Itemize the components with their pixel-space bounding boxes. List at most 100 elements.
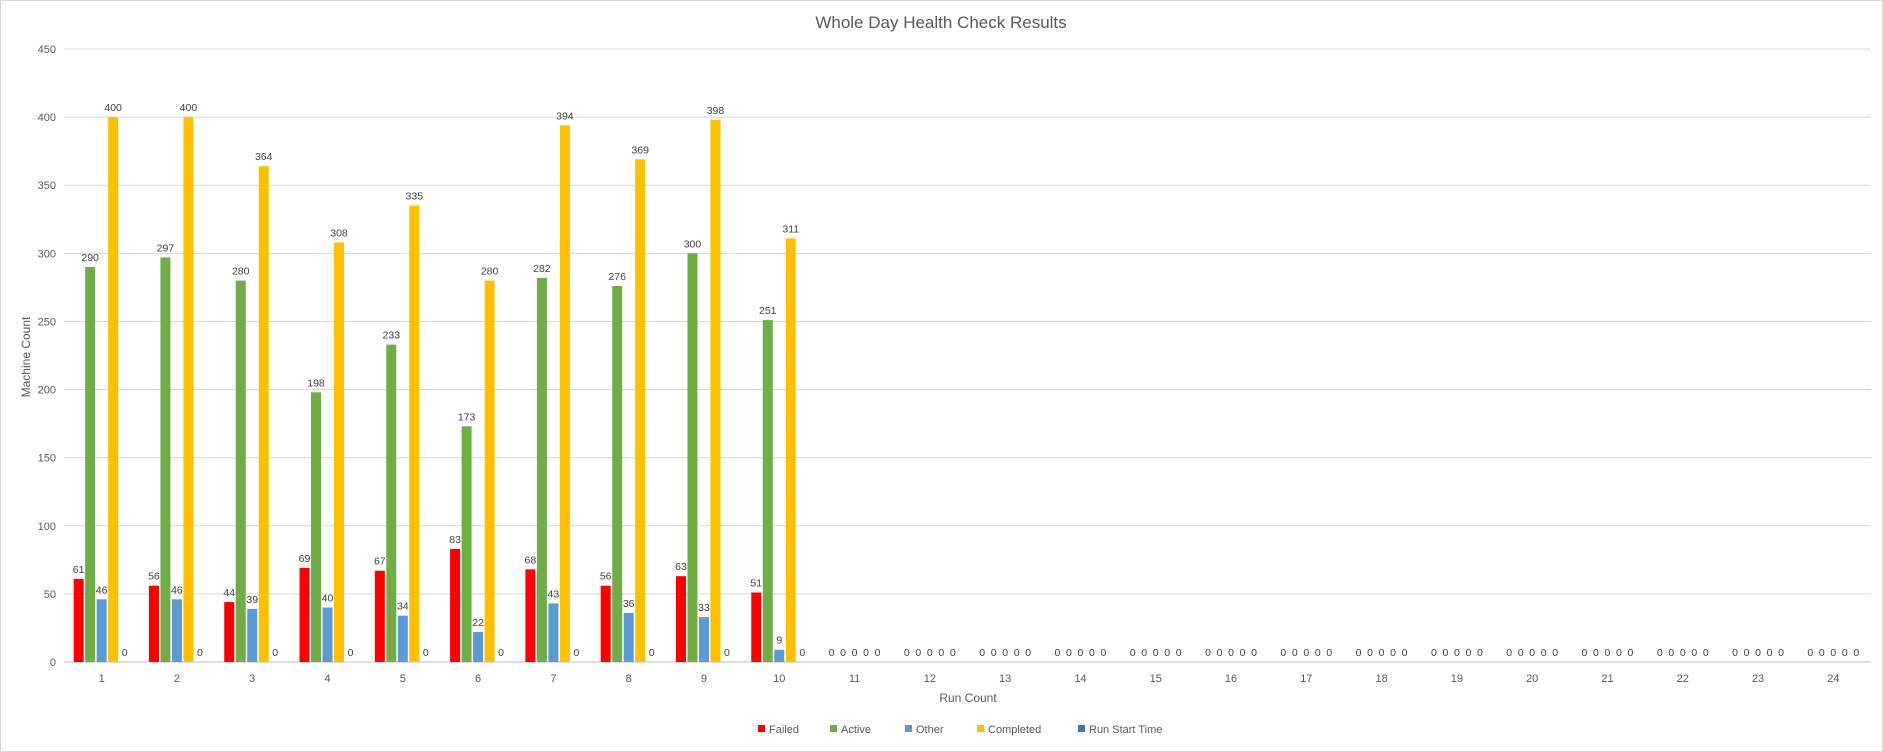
data-label: 0 bbox=[1442, 647, 1448, 659]
data-label: 394 bbox=[556, 110, 574, 122]
chart-title: Whole Day Health Check Results bbox=[815, 13, 1066, 32]
data-label: 44 bbox=[223, 587, 235, 599]
bar-active bbox=[386, 344, 397, 662]
bar-active bbox=[160, 257, 171, 662]
x-tick-label: 2 bbox=[174, 673, 180, 685]
data-label: 398 bbox=[707, 105, 725, 117]
bar-other bbox=[397, 615, 408, 662]
data-label: 0 bbox=[1529, 647, 1535, 659]
legend-label: Completed bbox=[988, 724, 1041, 736]
data-label: 0 bbox=[197, 647, 203, 659]
data-label: 0 bbox=[1130, 647, 1136, 659]
data-label: 0 bbox=[724, 647, 730, 659]
data-label: 0 bbox=[1205, 647, 1211, 659]
bar-failed bbox=[525, 569, 536, 662]
data-label: 34 bbox=[397, 601, 409, 613]
data-label: 0 bbox=[1089, 647, 1095, 659]
x-tick-label: 10 bbox=[773, 673, 785, 685]
data-label: 300 bbox=[684, 238, 702, 250]
data-label: 0 bbox=[1657, 647, 1663, 659]
data-label: 0 bbox=[1251, 647, 1257, 659]
bar-completed bbox=[559, 125, 570, 663]
y-tick-label: 250 bbox=[38, 316, 56, 328]
bar-failed bbox=[450, 548, 461, 662]
data-label: 0 bbox=[1280, 647, 1286, 659]
data-label: 198 bbox=[307, 377, 325, 389]
data-label: 0 bbox=[979, 647, 985, 659]
data-label: 56 bbox=[600, 571, 612, 583]
bar-other bbox=[473, 632, 484, 662]
x-tick-label: 7 bbox=[550, 673, 556, 685]
y-tick-label: 200 bbox=[38, 385, 56, 397]
y-tick-label: 350 bbox=[38, 180, 56, 192]
data-label: 0 bbox=[1217, 647, 1223, 659]
bar-completed bbox=[183, 117, 194, 663]
data-label: 0 bbox=[1830, 647, 1836, 659]
data-label: 0 bbox=[122, 647, 128, 659]
data-label: 0 bbox=[1240, 647, 1246, 659]
legend-swatch bbox=[905, 725, 912, 732]
data-label: 364 bbox=[255, 151, 273, 163]
data-label: 400 bbox=[180, 102, 198, 114]
data-label: 0 bbox=[1390, 647, 1396, 659]
x-tick-label: 20 bbox=[1526, 673, 1538, 685]
data-label: 173 bbox=[458, 411, 476, 423]
bar-other bbox=[698, 617, 709, 662]
data-label: 0 bbox=[1454, 647, 1460, 659]
data-label: 40 bbox=[322, 593, 334, 605]
bar-completed bbox=[785, 238, 796, 663]
y-axis-title: Machine Count bbox=[19, 316, 33, 397]
data-label: 0 bbox=[1292, 647, 1298, 659]
data-label: 0 bbox=[1477, 647, 1483, 659]
x-tick-label: 24 bbox=[1827, 673, 1839, 685]
data-label: 0 bbox=[1506, 647, 1512, 659]
data-label: 68 bbox=[525, 554, 537, 566]
data-label: 0 bbox=[1616, 647, 1622, 659]
data-label: 0 bbox=[1842, 647, 1848, 659]
y-tick-label: 0 bbox=[50, 657, 56, 669]
data-label: 0 bbox=[915, 647, 921, 659]
data-label: 280 bbox=[232, 266, 250, 278]
data-label: 0 bbox=[1778, 647, 1784, 659]
bar-other bbox=[774, 649, 785, 662]
data-label: 369 bbox=[631, 144, 649, 156]
data-label: 0 bbox=[573, 647, 579, 659]
data-label: 0 bbox=[1153, 647, 1159, 659]
x-tick-label: 5 bbox=[400, 673, 406, 685]
x-tick-label: 19 bbox=[1451, 673, 1463, 685]
data-label: 43 bbox=[548, 588, 560, 600]
data-label: 0 bbox=[1807, 647, 1813, 659]
data-label: 36 bbox=[623, 598, 635, 610]
x-tick-label: 9 bbox=[701, 673, 707, 685]
data-label: 0 bbox=[1066, 647, 1072, 659]
data-label: 0 bbox=[1465, 647, 1471, 659]
data-label: 0 bbox=[852, 647, 858, 659]
data-label: 39 bbox=[246, 594, 258, 606]
y-tick-label: 400 bbox=[38, 112, 56, 124]
bar-other bbox=[623, 612, 634, 662]
data-label: 0 bbox=[829, 647, 835, 659]
legend-label: Other bbox=[916, 724, 944, 736]
bars bbox=[73, 117, 796, 663]
bar-failed bbox=[600, 585, 611, 662]
data-label: 0 bbox=[1518, 647, 1524, 659]
data-label: 0 bbox=[1767, 647, 1773, 659]
data-label: 0 bbox=[498, 647, 504, 659]
x-tick-label: 1 bbox=[99, 673, 105, 685]
data-label: 69 bbox=[299, 553, 311, 565]
data-label: 0 bbox=[348, 647, 354, 659]
x-tick-label: 21 bbox=[1601, 673, 1613, 685]
data-label: 308 bbox=[330, 227, 348, 239]
data-label: 0 bbox=[1605, 647, 1611, 659]
data-label: 22 bbox=[472, 617, 484, 629]
x-tick-label: 23 bbox=[1752, 673, 1764, 685]
data-label: 0 bbox=[272, 647, 278, 659]
y-tick-label: 150 bbox=[38, 453, 56, 465]
data-label: 0 bbox=[1379, 647, 1385, 659]
y-axis-ticks: 0 50 100 150 200 250 300 350 400 450 bbox=[38, 44, 56, 669]
data-label: 0 bbox=[1228, 647, 1234, 659]
legend-label: Active bbox=[841, 724, 871, 736]
x-tick-label: 22 bbox=[1677, 673, 1689, 685]
data-label: 83 bbox=[449, 534, 461, 546]
